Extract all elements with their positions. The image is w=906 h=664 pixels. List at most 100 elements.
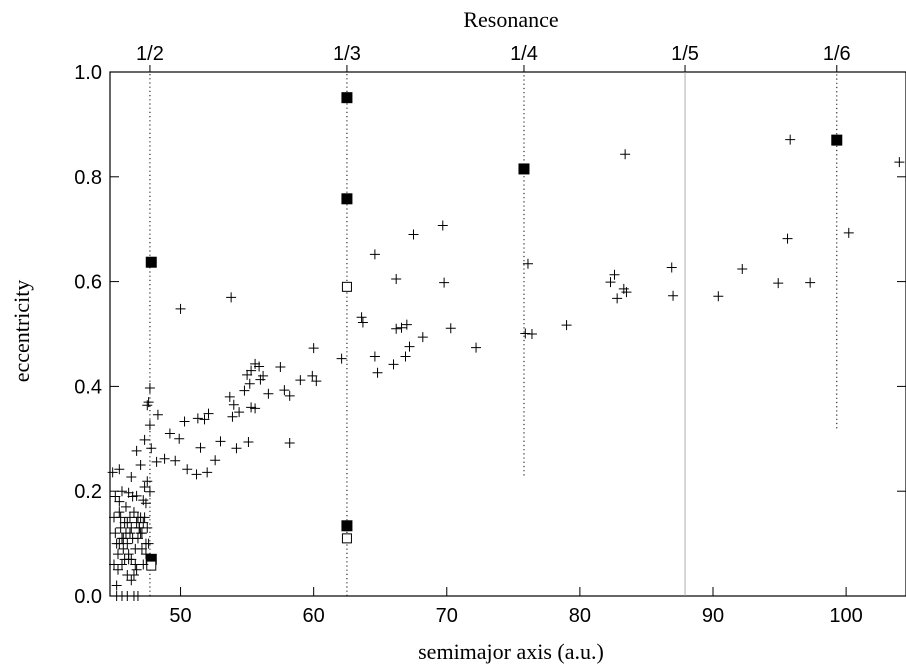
data-point-plus xyxy=(120,501,131,512)
data-point-plus xyxy=(295,375,306,386)
y-tick-label: 0.4 xyxy=(74,376,102,398)
data-point-plus xyxy=(126,472,137,483)
data-point-plus xyxy=(843,227,854,238)
data-point-plus xyxy=(894,157,905,168)
data-point-plus xyxy=(128,570,139,581)
data-point-plus xyxy=(520,328,531,339)
x-tick-label: 60 xyxy=(303,605,325,627)
data-point-plus xyxy=(116,486,127,497)
x-tick-label: 50 xyxy=(169,605,191,627)
x-axis-label: semimajor axis (a.u.) xyxy=(418,639,604,664)
x-tick-label: 70 xyxy=(436,605,458,627)
data-point-plus xyxy=(388,359,399,370)
data-point-plus xyxy=(191,469,202,480)
data-point-plus xyxy=(311,376,322,387)
data-point-plus xyxy=(275,362,286,373)
x-tick-label: 90 xyxy=(702,605,724,627)
resonance-label: 1/3 xyxy=(333,43,361,65)
data-point-plus xyxy=(231,443,242,454)
data-point-plus xyxy=(151,456,162,467)
data-point-filled-square xyxy=(145,256,157,268)
data-point-plus xyxy=(126,554,137,565)
data-point-plus xyxy=(195,442,206,453)
data-point-plus xyxy=(612,293,623,304)
data-point-plus xyxy=(668,290,679,301)
data-point-filled-square xyxy=(341,520,353,532)
data-point-plus xyxy=(179,416,190,427)
data-point-open-square xyxy=(146,560,157,571)
data-point-plus xyxy=(713,291,724,302)
data-point-plus xyxy=(526,329,537,339)
data-point-plus xyxy=(391,323,402,334)
data-point-plus xyxy=(773,278,784,289)
data-point-plus xyxy=(263,388,274,399)
resonance-label: 1/6 xyxy=(823,43,851,65)
x-tick-label: 80 xyxy=(569,605,591,627)
data-point-plus xyxy=(805,277,816,288)
data-point-plus xyxy=(144,486,155,497)
data-point-plus xyxy=(445,323,456,334)
data-point-plus xyxy=(152,409,163,420)
y-tick-label: 0.8 xyxy=(74,167,102,189)
data-point-plus xyxy=(210,455,221,466)
data-point-plus xyxy=(111,580,122,591)
plot-area: 50 60 70 80 90 100 0.0 0.2 0.4 0.6 0.8 1.0 1/2 1/3 1/4… xyxy=(74,43,906,627)
data-point-filled-square xyxy=(145,553,157,565)
data-point-plus xyxy=(126,575,137,586)
data-point-plus xyxy=(471,342,482,353)
data-point-plus xyxy=(112,564,123,575)
data-point-plus xyxy=(605,277,616,288)
resonance-label: 1/2 xyxy=(136,43,164,65)
data-point-plus xyxy=(175,303,186,314)
data-point-plus xyxy=(114,507,125,518)
data-point-plus xyxy=(112,549,123,560)
data-point-plus xyxy=(110,528,121,539)
data-point-plus xyxy=(250,358,261,369)
data-point-plus xyxy=(258,370,269,381)
data-point-plus xyxy=(279,385,290,396)
data-point-plus xyxy=(356,312,367,323)
data-point-plus xyxy=(131,445,142,456)
data-point-plus xyxy=(115,522,126,533)
resonance-label: 1/4 xyxy=(510,43,538,65)
data-point-plus xyxy=(132,533,143,544)
data-point-plus xyxy=(107,467,118,478)
data-point-plus xyxy=(118,533,129,544)
data-point-plus xyxy=(124,528,135,539)
data-point-plus xyxy=(284,390,295,401)
data-point-plus xyxy=(140,498,151,509)
data-point-plus xyxy=(114,464,125,475)
data-point-plus xyxy=(132,591,143,601)
data-point-plus xyxy=(182,464,193,475)
data-point-plus xyxy=(244,378,255,389)
data-point-plus xyxy=(143,538,154,549)
data-point-plus xyxy=(369,351,380,362)
data-point-filled-square xyxy=(518,163,530,175)
data-point-plus xyxy=(202,467,213,478)
data-point-plus xyxy=(135,528,146,539)
data-point-plus xyxy=(110,491,121,502)
data-point-plus xyxy=(369,249,380,260)
data-point-plus xyxy=(242,369,253,380)
data-point-plus xyxy=(123,549,134,560)
x-tick-label: 100 xyxy=(829,605,862,627)
data-point-plus xyxy=(234,407,245,418)
data-point-plus xyxy=(785,134,796,145)
data-point-plus xyxy=(142,476,153,487)
data-point-plus xyxy=(159,453,170,464)
data-point-plus xyxy=(164,428,175,439)
data-point-plus xyxy=(782,233,793,244)
data-point-plus xyxy=(131,490,142,501)
data-point-plus xyxy=(372,367,383,378)
data-point-plus xyxy=(134,522,145,533)
data-point-plus xyxy=(224,391,235,402)
data-point-plus xyxy=(199,414,210,425)
data-point-plus xyxy=(307,370,318,381)
data-point-plus xyxy=(118,543,129,554)
data-point-plus xyxy=(143,397,154,408)
data-point-plus xyxy=(140,549,151,560)
data-point-plus xyxy=(666,262,677,273)
data-point-plus xyxy=(192,413,203,424)
resonance-label: 1/5 xyxy=(671,43,699,65)
data-point-plus xyxy=(115,512,126,523)
